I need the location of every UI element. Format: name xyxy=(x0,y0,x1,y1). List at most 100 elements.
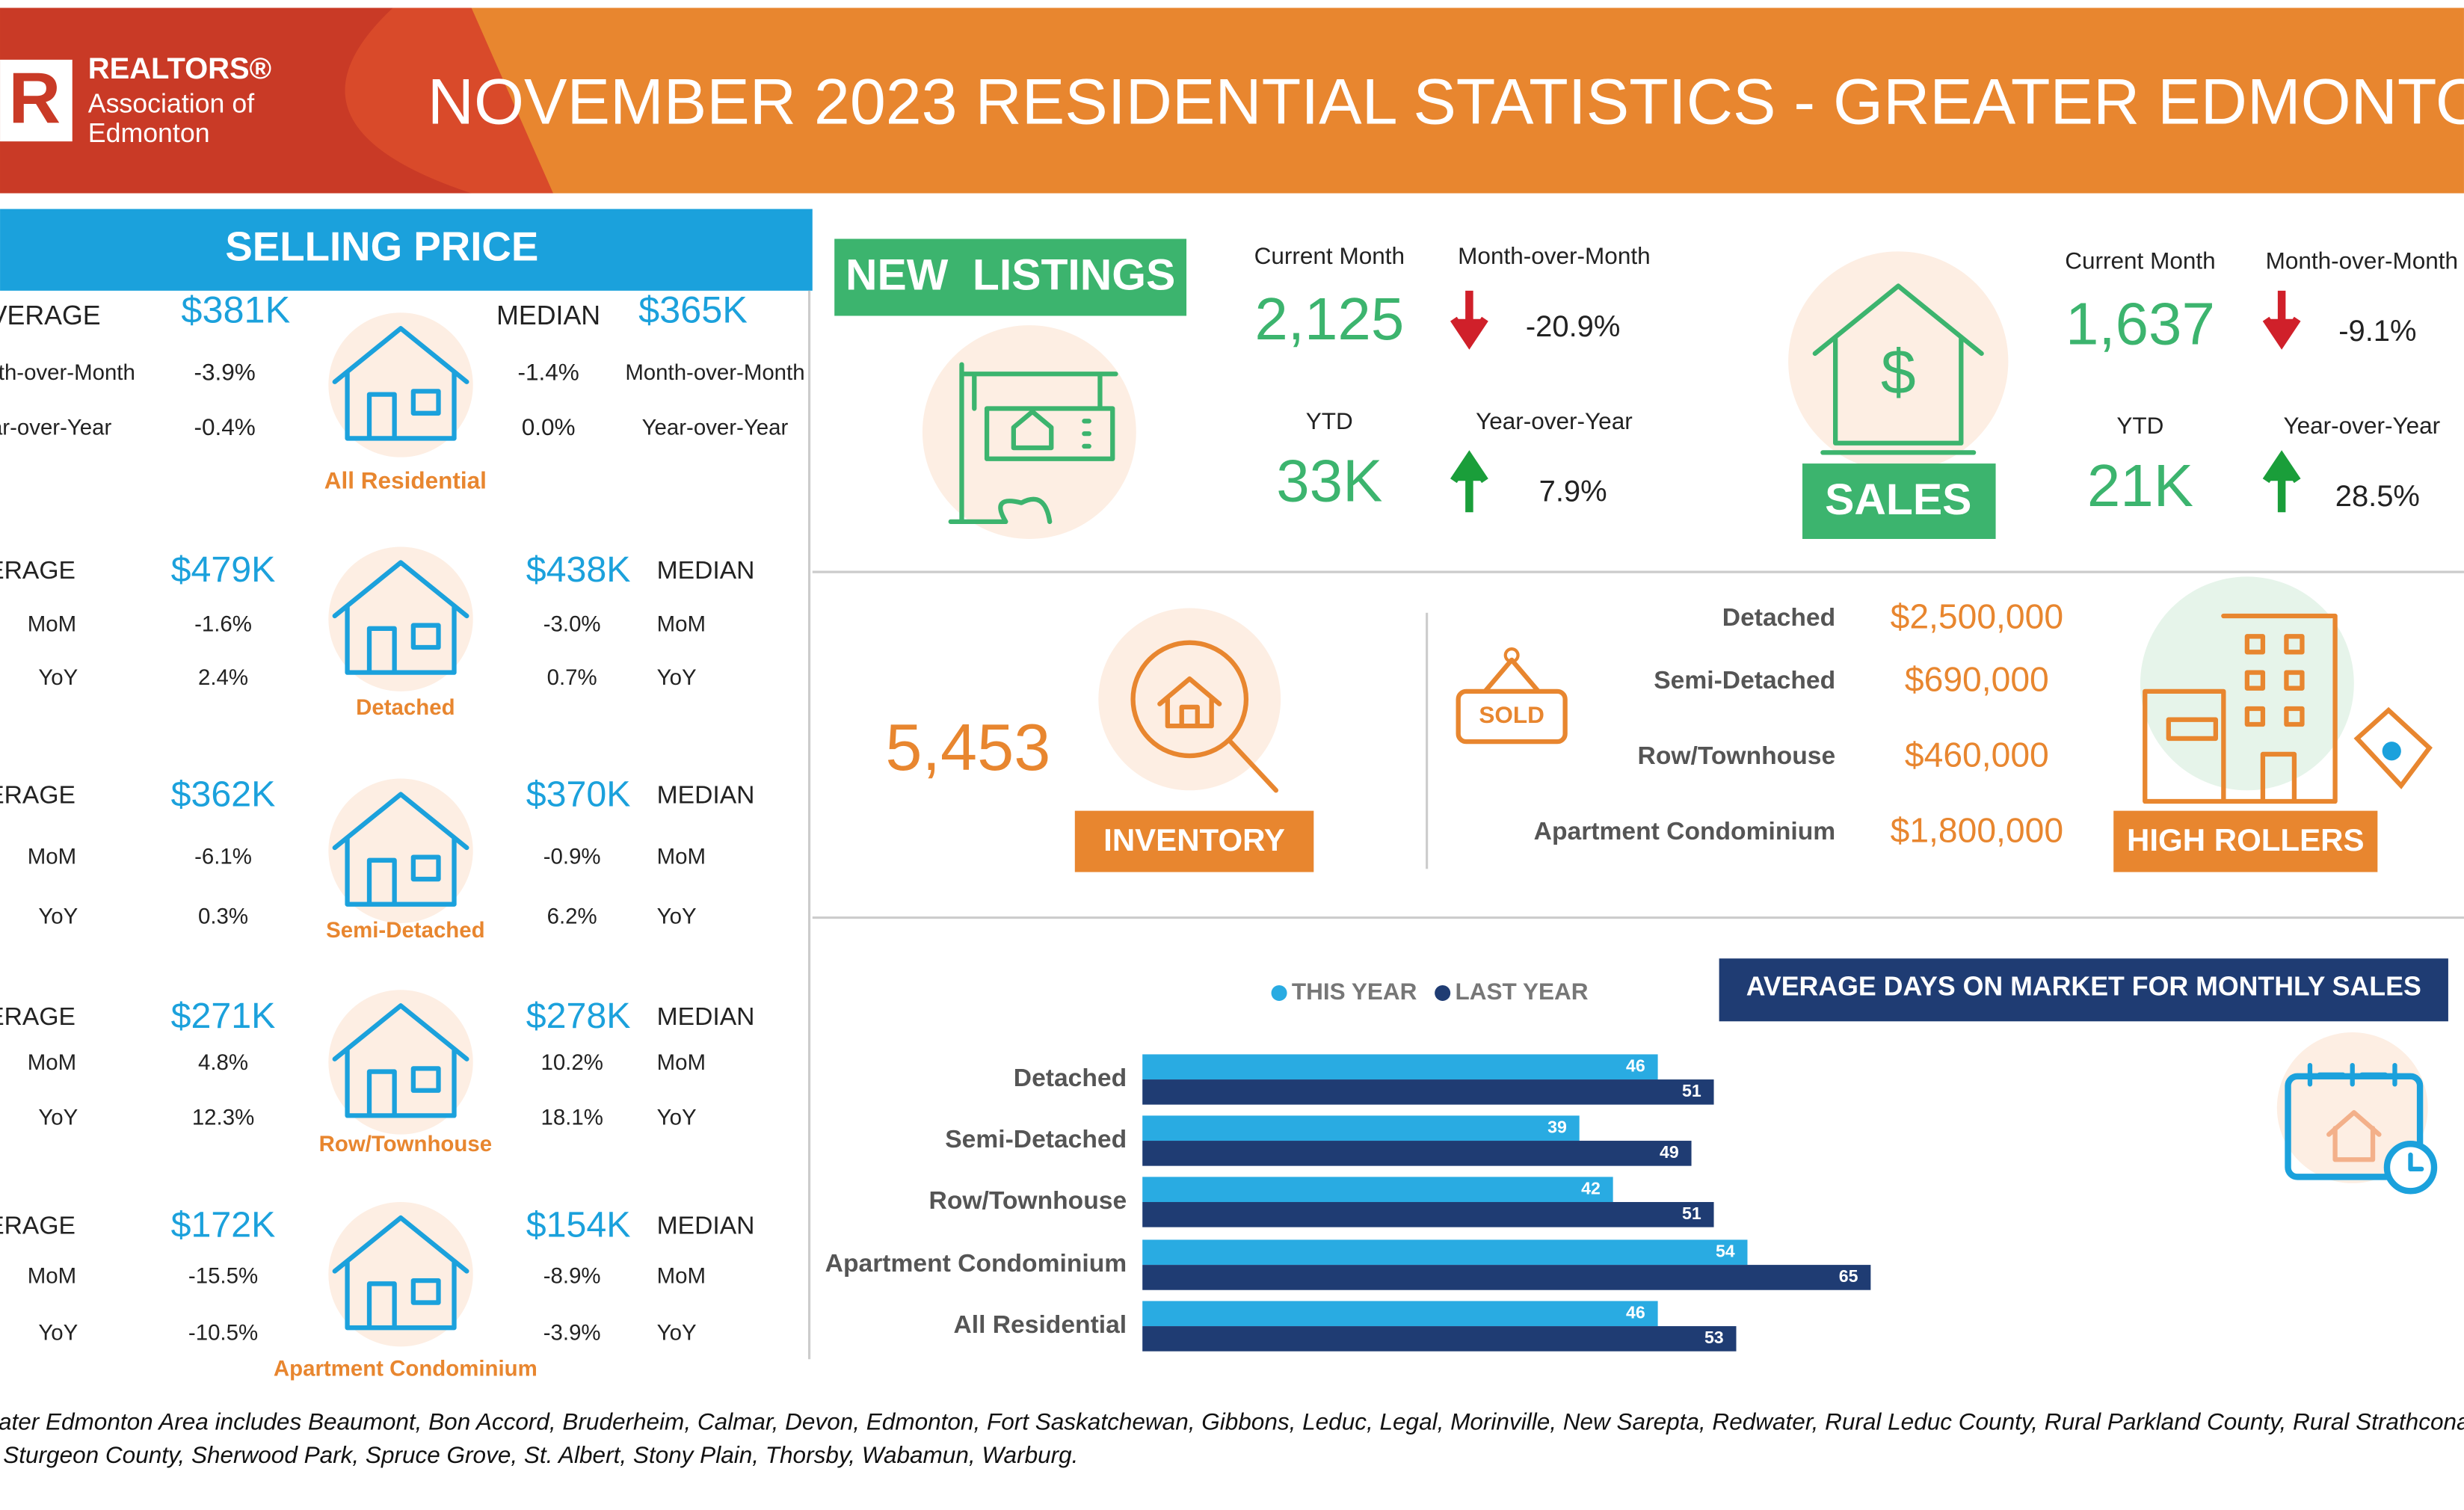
label: $1,800,000 xyxy=(1891,810,2063,849)
label: $362K xyxy=(171,774,276,814)
label: MEDIAN xyxy=(657,1003,755,1031)
label: $365K xyxy=(638,289,748,331)
house-icon xyxy=(328,990,473,1135)
label: MoM xyxy=(657,1264,706,1289)
label: Month-over-Month xyxy=(2266,247,2458,274)
icon-part xyxy=(1503,647,1520,664)
label: Year-over-Year xyxy=(642,416,789,440)
icon-part xyxy=(1130,640,1249,759)
label: 0.3% xyxy=(198,904,248,928)
label: MoM xyxy=(657,611,706,636)
icon-part xyxy=(1456,688,1568,745)
footer-text: Greater Edmonton Area includes Beaumont,… xyxy=(0,1408,2464,1435)
bar xyxy=(1142,1301,1658,1327)
label: YTD xyxy=(2116,412,2163,439)
label: $154K xyxy=(526,1204,631,1245)
bar xyxy=(1142,1054,1658,1080)
icon-shape xyxy=(332,1215,469,1331)
icon-part xyxy=(2326,1110,2382,1162)
label: -3.9% xyxy=(543,1320,601,1345)
legend-dot xyxy=(1435,984,1451,1001)
label: Apartment Condominium xyxy=(1534,818,1835,845)
arrows xyxy=(1450,290,2301,513)
icon-part: $ xyxy=(1881,337,1916,407)
label: MEDIAN xyxy=(657,1212,755,1240)
page-title: NOVEMBER 2023 RESIDENTIAL STATISTICS - G… xyxy=(428,67,2464,138)
label: 46 xyxy=(1626,1302,1645,1322)
label: 2,125 xyxy=(1254,286,1404,352)
legend-dot xyxy=(1271,984,1287,1001)
label: MoM xyxy=(657,1050,706,1075)
icon-shape xyxy=(332,560,469,675)
icon-circle xyxy=(328,778,473,923)
icon-part xyxy=(2262,290,2301,350)
icon-part xyxy=(2408,1152,2424,1172)
label: Month-over-Month xyxy=(0,360,135,385)
label: $690,000 xyxy=(1905,659,2049,698)
header: R xyxy=(0,7,2464,194)
label: $271K xyxy=(171,996,276,1036)
icon-part xyxy=(1228,739,1279,793)
chart-title: AVERAGE DAYS ON MARKET FOR MONTHLY SALES xyxy=(1746,972,2421,1002)
house-icon xyxy=(328,1202,473,1347)
label: Apartment Condominium xyxy=(825,1250,1127,1278)
label: Year-over-Year xyxy=(1476,407,1633,434)
label: 0.0% xyxy=(522,413,576,440)
section-title: SELLING PRICE xyxy=(225,224,538,270)
label: 53 xyxy=(1704,1328,1724,1347)
label: 46 xyxy=(1626,1056,1645,1075)
label: $172K xyxy=(171,1204,276,1245)
label: $438K xyxy=(526,549,631,590)
section-title: INVENTORY xyxy=(1103,822,1285,857)
icon-circle xyxy=(328,1202,473,1347)
label: YoY xyxy=(38,1320,78,1345)
label: Detached xyxy=(1014,1064,1127,1092)
label: MEDIAN xyxy=(496,301,600,330)
label: Year-over-Year xyxy=(0,416,111,440)
icon-part xyxy=(2382,742,2401,761)
label: 42 xyxy=(1581,1178,1601,1198)
label: 7.9% xyxy=(1539,475,1607,508)
label: -10.5% xyxy=(188,1320,258,1345)
label: MEDIAN xyxy=(657,782,755,810)
label: 33K xyxy=(1276,448,1382,514)
label: MoM xyxy=(28,1264,76,1289)
bar xyxy=(1142,1326,1737,1352)
label: -1.4% xyxy=(517,359,579,386)
icon-circle xyxy=(328,546,473,691)
label: $2,500,000 xyxy=(1891,597,2063,635)
section-header xyxy=(0,209,813,291)
label: MEDIAN xyxy=(657,557,755,585)
label: MoM xyxy=(28,611,76,636)
label: Current Month xyxy=(1254,242,1405,269)
label: MoM xyxy=(28,1050,76,1075)
section-title: NEW LISTINGS xyxy=(846,251,1175,300)
label: AVERAGE xyxy=(0,782,76,810)
label: -3.9% xyxy=(194,359,255,386)
label: YoY xyxy=(657,665,697,690)
label: -15.5% xyxy=(188,1264,258,1289)
label: Month-over-Month xyxy=(625,360,804,385)
sign-icon xyxy=(922,325,1136,539)
bar xyxy=(1142,1141,1692,1166)
section-header xyxy=(1802,463,1996,539)
icon-part xyxy=(0,59,73,142)
label: YoY xyxy=(657,904,697,928)
section-header xyxy=(834,238,1187,316)
label: LAST YEAR xyxy=(1455,978,1588,1005)
bar xyxy=(1142,1115,1580,1141)
section-header xyxy=(2113,810,2378,872)
label: -0.9% xyxy=(543,844,601,869)
bar xyxy=(1142,1079,1714,1105)
icon-part xyxy=(1450,290,1488,350)
label: -20.9% xyxy=(1526,310,1620,343)
label: -6.1% xyxy=(194,844,252,869)
icon-shape xyxy=(332,326,469,441)
label: Semi-Detached xyxy=(326,918,484,943)
label: Row/Townhouse xyxy=(1638,742,1836,770)
label: -9.1% xyxy=(2338,315,2416,348)
house-icon xyxy=(328,546,473,691)
